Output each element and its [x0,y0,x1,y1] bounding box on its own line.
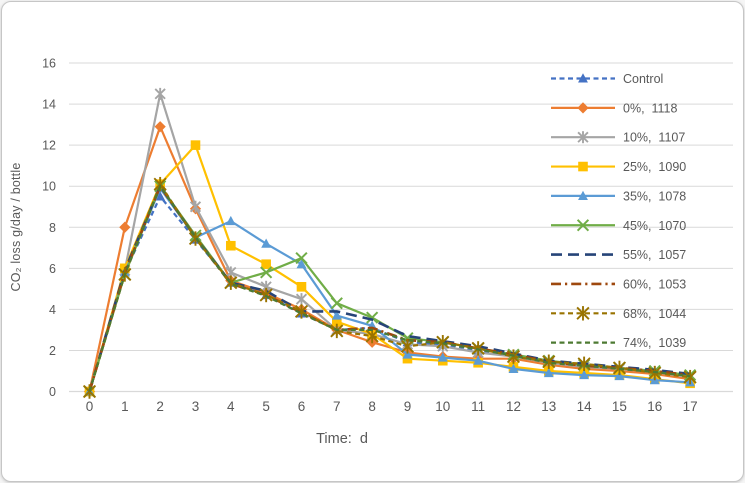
x-tick-label: 17 [683,399,698,414]
legend-item[interactable]: 55%, 1057 [551,248,686,262]
legend-label: 74%, 1039 [623,336,686,350]
data-point-marker [366,311,379,324]
legend-item[interactable]: 0%, 1118 [551,101,677,115]
data-point-marker [579,369,590,380]
data-point-marker [402,349,413,359]
legend-marker [577,102,589,114]
legend-label: Control [623,72,663,86]
x-tick-label: 3 [192,399,200,414]
data-point-marker [225,215,236,226]
y-tick-label: 0 [49,385,56,399]
data-point-marker [119,221,131,233]
data-point-marker [473,355,484,365]
legend-item[interactable]: 35%, 1078 [551,189,686,203]
y-tick-label: 10 [42,180,56,194]
data-point-marker [508,363,519,373]
data-point-marker [331,310,342,320]
series-line [88,181,691,392]
series-0pct [83,121,696,398]
y-tick-label: 4 [49,303,56,317]
x-axis-title: Time: d [316,431,368,447]
y-tick-label: 2 [49,344,56,358]
legend: Control 0%, 1118 10%, 1107 25%, 1090 35%, 10… [551,72,686,350]
series-74pct [88,183,691,392]
legend-label: 10%, 1107 [623,131,685,145]
x-tick-label: 6 [298,399,306,414]
legend-marker [578,161,588,172]
x-tick-label: 16 [647,399,662,414]
data-point-marker [402,353,413,364]
data-point-marker [437,352,448,362]
x-tick-label: 11 [471,399,485,414]
data-point-marker [332,316,342,327]
data-point-marker [155,191,166,201]
legend-item[interactable]: 60%, 1053 [551,277,686,291]
legend-marker [578,190,588,200]
x-tick-label: 12 [506,399,521,414]
series-10pct [83,87,696,398]
legend-label: 0%, 1118 [623,101,677,115]
legend-item[interactable]: 68%, 1044 [551,306,686,321]
x-tick-label: 14 [577,399,593,414]
data-point-marker [226,240,236,251]
series-line [88,142,691,392]
data-point-marker [614,370,625,381]
legend-label: 60%, 1053 [623,277,686,291]
legend-item[interactable]: Control [551,72,663,86]
x-tick-label: 10 [435,399,450,414]
series-line [88,186,691,392]
x-tick-label: 8 [368,399,376,414]
data-point-marker [154,121,166,133]
data-point-marker [543,367,554,378]
legend-label: 35%, 1078 [623,189,686,203]
x-tick-label: 13 [541,399,556,414]
y-tick-label: 16 [42,57,56,71]
x-tick-label: 0 [86,399,94,414]
legend-item[interactable]: 74%, 1039 [551,336,686,350]
y-tick-label: 8 [49,221,56,235]
legend-label: 55%, 1057 [623,248,686,262]
x-tick-label: 5 [262,399,270,414]
legend-item[interactable]: 45%, 1070 [551,219,686,233]
data-point-marker [330,297,343,310]
series-line [88,183,691,392]
y-tick-label: 12 [42,139,56,153]
legend-label: 45%, 1070 [623,219,686,233]
data-point-marker [261,259,271,270]
legend-marker [578,73,588,83]
legend-item[interactable]: 25%, 1090 [551,160,686,174]
data-point-marker [190,140,201,150]
legend-label: 25%, 1090 [623,160,686,174]
data-point-marker [260,266,273,279]
x-tick-label: 2 [156,399,164,414]
data-point-marker [296,259,307,269]
data-point-marker [261,238,272,248]
legend-item[interactable]: 10%, 1107 [551,131,685,145]
y-tick-label: 6 [49,262,56,276]
data-point-marker [296,281,307,292]
x-tick-label: 4 [227,399,235,414]
legend-label: 68%, 1044 [623,307,686,321]
x-tick-label: 9 [404,399,412,414]
x-tick-label: 1 [121,399,129,414]
data-point-marker [295,251,308,265]
y-tick-label: 14 [42,98,56,112]
y-axis-title: CO₂ loss g/day / bottle [9,162,23,292]
x-tick-label: 15 [612,399,627,414]
x-tick-label: 7 [333,399,341,414]
legend-marker [576,219,590,232]
